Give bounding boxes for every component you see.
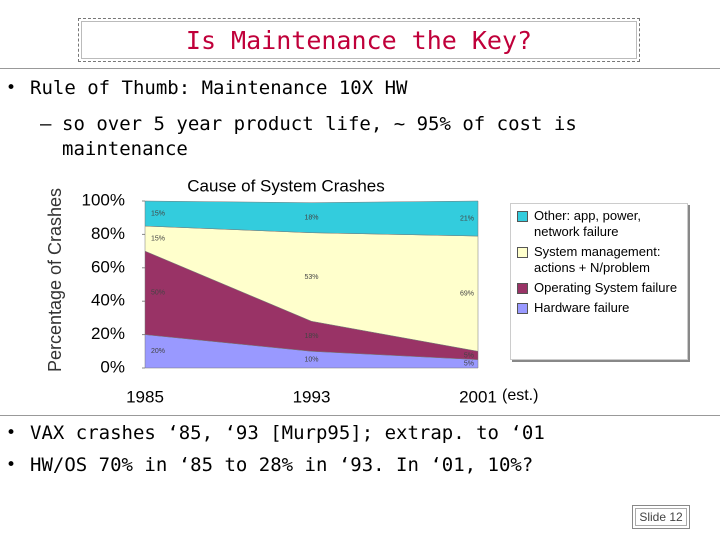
data-label: 5%: [464, 352, 474, 359]
divider: [0, 68, 720, 69]
divider: [0, 415, 720, 416]
y-tick-label: 20%: [91, 324, 125, 343]
x-tick-label: 1993: [293, 387, 331, 406]
legend-label: Hardware failure: [534, 300, 630, 315]
legend-label: Other: app, power, network failure: [534, 208, 641, 239]
y-tick-label: 40%: [91, 291, 125, 310]
sub-bullet: so over 5 year product life, ~ 95% of co…: [40, 112, 622, 162]
y-axis-title: Percentage of Crashes: [45, 188, 65, 372]
legend: Other: app, power, network failure System…: [510, 203, 688, 360]
legend-item: System management: actions + N/problem: [515, 244, 683, 276]
legend-item: Other: app, power, network failure: [515, 208, 683, 240]
legend-swatch: [517, 211, 528, 222]
data-label: 50%: [151, 290, 165, 297]
legend-item: Hardware failure: [515, 300, 683, 316]
data-label: 69%: [460, 291, 474, 298]
y-tick-label: 0%: [100, 357, 125, 376]
annotation: (est.): [502, 387, 538, 404]
title-box: Is Maintenance the Key?: [78, 18, 640, 62]
legend-label: Operating System failure: [534, 280, 678, 295]
bullet: HW/OS 70% in ‘85 to 28% in ‘93. In ‘01, …: [6, 453, 533, 478]
legend-swatch: [517, 283, 528, 294]
slide-number: Slide 12: [632, 505, 690, 529]
slide-title: Is Maintenance the Key?: [185, 25, 533, 55]
data-label: 15%: [151, 235, 165, 242]
bullet: Rule of Thumb: Maintenance 10X HW: [6, 76, 407, 101]
y-tick-label: 60%: [91, 257, 125, 276]
data-label: 10%: [304, 356, 318, 363]
data-label: 53%: [304, 274, 318, 281]
y-tick-label: 80%: [91, 224, 125, 243]
chart-title: Cause of System Crashes: [187, 176, 384, 195]
legend-item: Operating System failure: [515, 280, 683, 296]
y-tick-label: 100%: [82, 190, 125, 209]
data-label: 5%: [464, 361, 474, 368]
data-label: 18%: [304, 333, 318, 340]
legend-label: System management: actions + N/problem: [534, 244, 661, 275]
x-tick-label: 2001: [459, 387, 497, 406]
data-label: 20%: [151, 348, 165, 355]
legend-swatch: [517, 303, 528, 314]
data-label: 15%: [151, 210, 165, 217]
bullet: VAX crashes ‘85, ‘93 [Murp95]; extrap. t…: [6, 421, 545, 446]
legend-swatch: [517, 247, 528, 258]
area: [144, 200, 479, 237]
data-label: 21%: [460, 215, 474, 222]
data-label: 18%: [304, 215, 318, 222]
x-tick-label: 1985: [126, 387, 164, 406]
